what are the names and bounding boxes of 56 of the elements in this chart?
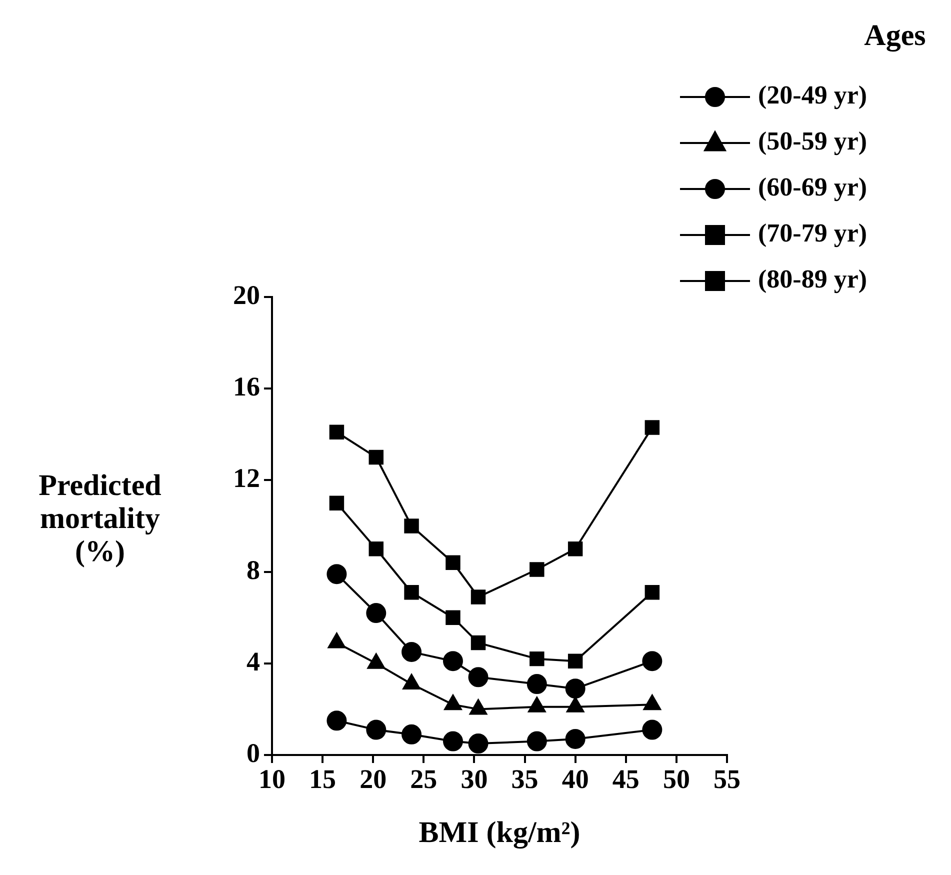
point [530, 562, 544, 577]
point [442, 731, 463, 752]
point [368, 542, 384, 556]
point [404, 585, 419, 600]
point [402, 724, 422, 744]
point [470, 635, 486, 650]
point [404, 518, 419, 534]
legend-label: (50-59 yr) [758, 126, 868, 156]
x-tick-label: 55 [714, 764, 740, 794]
x-tick-label: 40 [562, 764, 589, 794]
point [329, 496, 344, 510]
x-tick-label: 50 [662, 764, 690, 794]
legend-label: (70-79 yr) [758, 218, 868, 248]
point [326, 564, 347, 584]
x-tick-label: 35 [511, 764, 538, 794]
point [470, 590, 486, 604]
point [368, 450, 384, 465]
y-axis-title: Predicted mortality (%) [38, 468, 162, 568]
point [526, 731, 547, 752]
point [568, 542, 583, 556]
point [366, 603, 386, 624]
point [366, 720, 386, 740]
point [442, 651, 463, 672]
legend-label: (20-49 yr) [758, 80, 868, 110]
y-tick-label: 0 [246, 738, 260, 768]
point [530, 651, 544, 666]
point [446, 555, 460, 570]
point [568, 654, 583, 668]
x-tick-label: 45 [612, 764, 640, 794]
point [468, 734, 488, 754]
x-tick-label: 20 [360, 764, 387, 794]
point [329, 424, 344, 440]
point [565, 678, 586, 699]
y-tick-label: 4 [246, 646, 260, 676]
x-tick-label: 15 [309, 764, 336, 794]
y-tick-label: 16 [233, 372, 260, 402]
point [642, 651, 662, 672]
x-tick-label: 30 [460, 764, 488, 794]
y-tick-label: 8 [246, 554, 260, 585]
legend-label: (80-89 yr) [758, 264, 868, 294]
point [642, 720, 662, 740]
y-tick-label: 20 [233, 280, 260, 310]
legend-title: Ages [864, 18, 926, 52]
point [644, 585, 660, 600]
point [446, 610, 460, 625]
y-tick-label: 12 [233, 463, 260, 494]
legend-label: (60-69 yr) [758, 172, 868, 202]
point [468, 667, 488, 688]
point [526, 674, 547, 694]
point [644, 420, 660, 435]
x-axis-title: BMI (kg/m²) [418, 816, 580, 849]
x-tick-label: 10 [258, 764, 286, 794]
point [326, 710, 347, 731]
point [565, 728, 586, 749]
point [402, 642, 422, 662]
x-tick-label: 25 [410, 764, 438, 794]
